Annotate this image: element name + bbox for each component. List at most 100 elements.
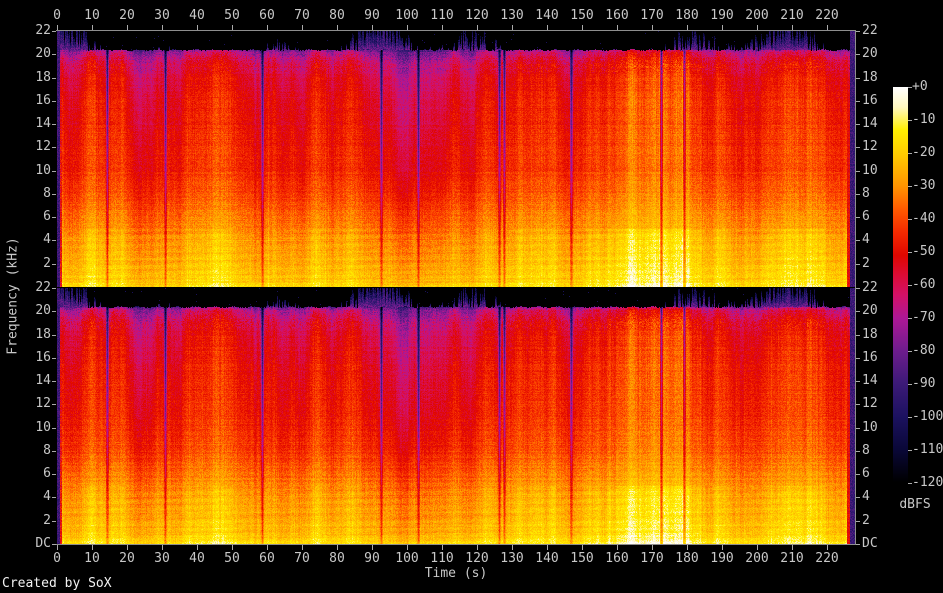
freq-tick-label-left: 16 bbox=[35, 350, 51, 365]
time-tick-label-top: 200 bbox=[745, 8, 769, 23]
colorbar-tick bbox=[908, 186, 912, 187]
time-tick-bottom bbox=[372, 545, 373, 550]
freq-tick-label-right: 10 bbox=[862, 163, 878, 178]
time-tick-top bbox=[827, 25, 828, 30]
time-tick-top bbox=[652, 25, 653, 30]
freq-tick-label-left: 20 bbox=[35, 46, 51, 61]
colorbar-title: dBFS bbox=[899, 497, 931, 512]
time-tick-top bbox=[302, 25, 303, 30]
time-tick-label-bottom: 80 bbox=[329, 551, 345, 566]
right-axis-line bbox=[855, 30, 856, 545]
freq-tick-label-right: 6 bbox=[862, 466, 870, 481]
freq-tick-label-left: 8 bbox=[43, 443, 51, 458]
freq-tick-right bbox=[856, 404, 860, 405]
colorbar-tick-label: -40 bbox=[912, 211, 936, 226]
freq-tick-label-left: 6 bbox=[43, 466, 51, 481]
freq-tick-label-left: 14 bbox=[35, 373, 51, 388]
freq-tick-left bbox=[52, 497, 56, 498]
colorbar-tick bbox=[908, 450, 912, 451]
freq-tick-left bbox=[52, 194, 56, 195]
freq-tick-label-left: 16 bbox=[35, 93, 51, 108]
freq-tick-right bbox=[856, 451, 860, 452]
time-tick-top bbox=[582, 25, 583, 30]
time-tick-label-bottom: 40 bbox=[189, 551, 205, 566]
time-tick-top bbox=[547, 25, 548, 30]
time-tick-bottom bbox=[652, 545, 653, 550]
colorbar-tick-label: -80 bbox=[912, 343, 936, 358]
time-tick-bottom bbox=[582, 545, 583, 550]
freq-tick-label-right: 14 bbox=[862, 373, 878, 388]
time-tick-top bbox=[267, 25, 268, 30]
freq-tick-label-right: 8 bbox=[862, 443, 870, 458]
time-tick-label-top: 80 bbox=[329, 8, 345, 23]
freq-tick-left bbox=[52, 31, 56, 32]
colorbar-tick-label: -30 bbox=[912, 178, 936, 193]
time-tick-top bbox=[162, 25, 163, 30]
time-tick-label-bottom: 30 bbox=[154, 551, 170, 566]
freq-tick-label-left: 4 bbox=[43, 232, 51, 247]
time-tick-bottom bbox=[687, 545, 688, 550]
time-tick-label-bottom: 110 bbox=[430, 551, 454, 566]
colorbar-tick-label: -70 bbox=[912, 310, 936, 325]
freq-tick-label-left: 12 bbox=[35, 139, 51, 154]
time-tick-bottom bbox=[267, 545, 268, 550]
freq-tick-left bbox=[52, 147, 56, 148]
freq-tick-label-right: 18 bbox=[862, 70, 878, 85]
colorbar-tick-label: -20 bbox=[912, 145, 936, 160]
time-tick-label-bottom: 180 bbox=[675, 551, 699, 566]
spectrogram-channel-2 bbox=[57, 288, 855, 544]
freq-tick-label-left: 10 bbox=[35, 163, 51, 178]
freq-tick-label-right: 12 bbox=[862, 396, 878, 411]
freq-tick-label-left: DC bbox=[35, 536, 51, 551]
time-tick-label-bottom: 150 bbox=[570, 551, 594, 566]
freq-tick-left bbox=[52, 404, 56, 405]
time-tick-top bbox=[232, 25, 233, 30]
freq-tick-left bbox=[52, 474, 56, 475]
freq-tick-label-left: 10 bbox=[35, 420, 51, 435]
freq-tick-label-left: 4 bbox=[43, 489, 51, 504]
colorbar-tick-label: -90 bbox=[912, 376, 936, 391]
colorbar-tick-label: -50 bbox=[912, 244, 936, 259]
time-tick-label-top: 160 bbox=[605, 8, 629, 23]
freq-tick-right bbox=[856, 101, 860, 102]
freq-tick-label-left: 2 bbox=[43, 513, 51, 528]
x-axis-title: Time (s) bbox=[424, 566, 488, 581]
time-tick-label-bottom: 60 bbox=[259, 551, 275, 566]
time-tick-bottom bbox=[442, 545, 443, 550]
colorbar-tick bbox=[908, 285, 912, 286]
time-tick-top bbox=[372, 25, 373, 30]
time-tick-label-bottom: 20 bbox=[119, 551, 135, 566]
time-tick-label-top: 140 bbox=[535, 8, 559, 23]
colorbar bbox=[893, 87, 908, 483]
freq-tick-left bbox=[52, 521, 56, 522]
freq-tick-label-right: 22 bbox=[862, 23, 878, 38]
freq-tick-right bbox=[856, 288, 860, 289]
freq-tick-label-left: 12 bbox=[35, 396, 51, 411]
freq-tick-label-right: 4 bbox=[862, 232, 870, 247]
colorbar-tick bbox=[908, 120, 912, 121]
freq-tick-label-right: 6 bbox=[862, 209, 870, 224]
time-tick-label-bottom: 90 bbox=[364, 551, 380, 566]
time-tick-label-top: 60 bbox=[259, 8, 275, 23]
freq-tick-left bbox=[52, 311, 56, 312]
time-tick-label-top: 110 bbox=[430, 8, 454, 23]
freq-tick-right bbox=[856, 194, 860, 195]
freq-tick-label-left: 18 bbox=[35, 70, 51, 85]
colorbar-tick bbox=[908, 318, 912, 319]
freq-tick-left bbox=[52, 264, 56, 265]
time-tick-label-top: 90 bbox=[364, 8, 380, 23]
time-tick-label-bottom: 140 bbox=[535, 551, 559, 566]
freq-tick-right bbox=[856, 521, 860, 522]
time-tick-top bbox=[792, 25, 793, 30]
time-tick-bottom bbox=[302, 545, 303, 550]
time-tick-top bbox=[617, 25, 618, 30]
time-tick-bottom bbox=[337, 545, 338, 550]
time-tick-top bbox=[92, 25, 93, 30]
freq-tick-left bbox=[52, 381, 56, 382]
colorbar-tick bbox=[908, 252, 912, 253]
time-tick-label-top: 150 bbox=[570, 8, 594, 23]
colorbar-tick-label: -10 bbox=[912, 112, 936, 127]
freq-tick-left bbox=[52, 240, 56, 241]
time-tick-label-bottom: 50 bbox=[224, 551, 240, 566]
